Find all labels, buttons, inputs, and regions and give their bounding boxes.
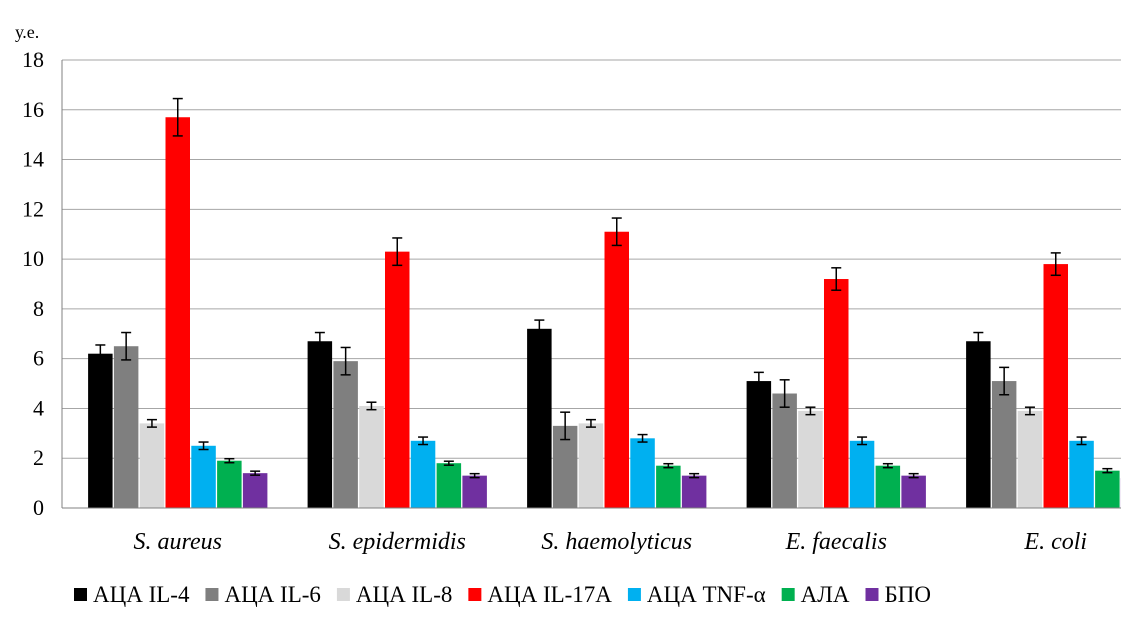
bar [359,405,384,508]
bar [875,465,901,508]
gridlines [62,59,1121,459]
bar [385,251,410,508]
bar [436,463,462,508]
bar [849,440,875,508]
bar [139,423,165,508]
bar [578,423,604,508]
legend-label: АЦА IL-8 [356,582,452,607]
axes [61,60,1121,509]
bar [307,341,333,508]
bar [798,410,823,508]
y-tick-label: 18 [22,47,44,72]
x-axis-categories: S. aureus S. epidermidis S. haemolyticus E.… [134,529,1088,555]
x-category-label: S. aureus [134,529,222,555]
x-category-label: E. coli [1023,529,1087,555]
y-tick-label: 12 [22,196,44,221]
bar [1043,264,1068,508]
bar [1069,440,1094,508]
bar [746,381,772,508]
legend-label: АЦА TNF-α [647,582,766,607]
bar [824,279,849,508]
y-tick-label: 8 [33,296,44,321]
bar [604,231,629,508]
legend-swatch [865,588,879,601]
bars [88,97,1121,508]
bar [242,473,268,508]
y-tick-label: 14 [22,147,44,172]
y-tick-label: 4 [33,395,44,420]
bar [1017,410,1043,508]
y-tick-label: 0 [33,495,44,520]
bar [333,361,358,508]
bar [113,346,139,508]
bar [1095,470,1120,508]
bar [901,475,926,508]
legend-swatch [468,588,482,601]
y-tick-label: 2 [33,445,44,470]
bar [217,460,242,508]
bar [410,440,436,508]
y-tick-label: 6 [33,346,44,371]
bar [191,445,216,508]
x-category-label: S. haemolyticus [541,529,692,555]
legend-label: АЛА [801,582,850,607]
bar [656,465,681,508]
bar [966,341,991,508]
y-axis-ticks: 0 2 4 6 8 10 12 14 16 18 [22,47,44,520]
y-axis-unit-label: у.е. [15,22,39,42]
bar [630,438,655,508]
legend-label: АЦА IL-4 [93,582,190,607]
y-tick-label: 16 [22,97,44,122]
legend: АЦА IL-4 АЦА IL-6 АЦА IL-8 АЦА IL-17A АЦА TN… [74,582,931,607]
legend-swatch [74,588,87,601]
bar [462,475,487,508]
legend-label: БПО [885,582,931,607]
legend-label: АЦА IL-17A [487,582,612,607]
legend-swatch [627,588,641,601]
legend-swatch [336,588,350,601]
bar [165,117,190,508]
legend-swatch [781,588,795,601]
bar [772,393,797,508]
x-category-label: E. faecalis [785,529,887,555]
bar [681,475,707,508]
bar [88,353,113,508]
bar [527,328,552,508]
legend-swatch [205,588,219,601]
legend-label: АЦА IL-6 [224,582,320,607]
bar [991,381,1017,508]
y-tick-label: 10 [22,246,44,271]
x-category-label: S. epidermidis [329,529,466,555]
